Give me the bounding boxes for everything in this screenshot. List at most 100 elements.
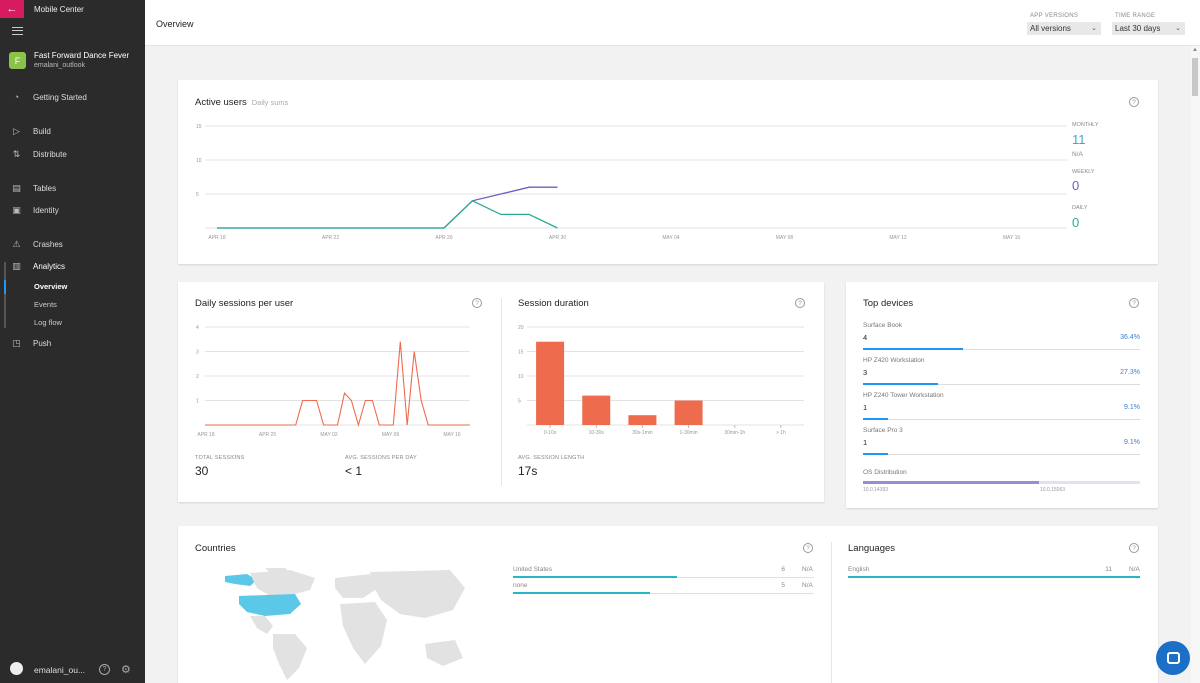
y-tick-label: 5 — [196, 192, 199, 198]
country-count: 6 — [781, 566, 785, 573]
help-icon[interactable]: ? — [803, 543, 813, 553]
help-icon[interactable]: ? — [795, 298, 805, 308]
app-avatar[interactable]: F — [9, 52, 26, 69]
help-icon[interactable]: ? — [1129, 298, 1139, 308]
sidebar-subitem-log-flow[interactable]: Log flow — [34, 318, 62, 327]
x-tick-label: APR 25 — [259, 432, 276, 438]
x-tick-label: 10-30s — [589, 430, 605, 436]
y-tick-label: 5 — [518, 399, 521, 405]
x-tick-label: APR 18 — [197, 432, 214, 438]
card-divider — [831, 542, 832, 683]
table-icon: ▤ — [12, 182, 21, 193]
device-name: Surface Book — [863, 322, 903, 329]
time-range-select[interactable]: Last 30 days ⌄ — [1112, 22, 1185, 35]
y-tick-label: 1 — [196, 399, 199, 405]
sidebar-item-identity[interactable]: ▣ Identity — [0, 202, 145, 218]
page-title: Overview — [156, 19, 194, 29]
active-users-card — [178, 80, 1158, 264]
session-duration-title: Session duration — [518, 298, 589, 309]
bar-1-30min — [674, 400, 703, 425]
y-tick-label: 15 — [518, 350, 524, 356]
sidebar-item-build[interactable]: ▷ Build — [0, 123, 145, 139]
help-icon[interactable]: ? — [1129, 97, 1139, 107]
sidebar-item-label: Distribute — [33, 149, 67, 159]
sidebar-item-tables[interactable]: ▤ Tables — [0, 180, 145, 196]
hamburger-menu-icon[interactable] — [12, 27, 23, 35]
sidebar-item-crashes[interactable]: ⚠ Crashes — [0, 236, 145, 252]
language-count: 11 — [1105, 566, 1112, 573]
sidebar-item-label: Getting Started — [33, 92, 87, 102]
europe-shape — [335, 574, 375, 598]
page-header: Overview APP VERSIONS All versions ⌄ TIM… — [145, 0, 1200, 46]
scroll-up-icon[interactable]: ▲ — [1192, 47, 1198, 53]
play-icon: ▷ — [13, 125, 20, 136]
user-avatar[interactable] — [10, 662, 23, 675]
help-icon[interactable]: ? — [472, 298, 482, 308]
chat-button[interactable] — [1156, 641, 1190, 675]
asia-shape — [370, 570, 465, 618]
app-versions-value: All versions — [1030, 24, 1071, 33]
country-bar-track — [513, 593, 814, 594]
country-na: N/A — [802, 582, 813, 589]
push-icon: ◳ — [12, 337, 21, 348]
daily-sessions-title: Daily sessions per user — [195, 298, 294, 309]
sidebar-item-label: Crashes — [33, 239, 63, 249]
scrollbar-thumb[interactable] — [1192, 58, 1198, 96]
help-icon[interactable]: ? — [1129, 543, 1139, 553]
language-bar — [848, 576, 1140, 578]
time-range-label: TIME RANGE — [1115, 13, 1156, 19]
sidebar-subitem-overview[interactable]: Overview — [34, 282, 68, 291]
app-title[interactable]: Fast Forward Dance Fever — [34, 51, 130, 60]
device-count: 1 — [863, 438, 868, 447]
os-distribution-label: OS Distribution — [863, 469, 907, 476]
x-tick-label: APR 26 — [435, 235, 452, 241]
countries-title: Countries — [195, 543, 236, 554]
time-range-value: Last 30 days — [1115, 24, 1161, 33]
sidebar-subitem-events[interactable]: Events — [34, 300, 57, 309]
australia-shape — [425, 640, 463, 666]
x-tick-label: MAY 09 — [382, 432, 400, 438]
united-states-shape[interactable] — [239, 594, 301, 616]
os-version-left: 10.0.14393 — [863, 487, 889, 493]
weekly-value: 0 — [1072, 178, 1080, 193]
gear-icon[interactable]: ⚙ — [121, 664, 131, 676]
bar-10-30s — [582, 395, 611, 425]
x-tick-label: APR 30 — [549, 235, 566, 241]
device-count: 1 — [863, 403, 868, 412]
os-distribution-bar[interactable] — [863, 481, 1039, 484]
total-sessions-label: TOTAL SESSIONS — [195, 455, 245, 461]
scrollbar-track[interactable] — [1191, 46, 1200, 683]
sidebar-item-analytics[interactable]: ▥ Analytics — [0, 258, 145, 274]
series-line-daily — [217, 200, 558, 229]
device-name: Surface Pro 3 — [863, 427, 903, 434]
y-tick-label: 2 — [196, 374, 199, 380]
language-name: English — [848, 566, 870, 573]
device-percent: 9.1% — [1124, 404, 1140, 411]
x-tick-label: MAY 16 — [443, 432, 461, 438]
avg-session-length-value: 17s — [518, 464, 538, 478]
alaska-shape[interactable] — [225, 574, 257, 586]
monthly-value: 11 — [1072, 132, 1086, 147]
chat-icon — [1166, 652, 1180, 664]
user-name[interactable]: emalani_ou... — [34, 665, 86, 675]
help-icon[interactable]: ? — [99, 664, 110, 675]
app-versions-select[interactable]: All versions ⌄ — [1027, 22, 1101, 35]
country-na: N/A — [802, 566, 813, 573]
sidebar-item-label: Analytics — [33, 261, 66, 271]
country-bar — [513, 592, 650, 594]
daily-label: DAILY — [1072, 205, 1088, 211]
world-map[interactable] — [195, 568, 470, 683]
sidebar-item-distribute[interactable]: ⇅ Distribute — [0, 146, 145, 162]
sidebar-item-label: Tables — [33, 183, 57, 193]
app-versions-label: APP VERSIONS — [1030, 13, 1079, 19]
distribute-icon: ⇅ — [12, 148, 21, 159]
sidebar-item-getting-started[interactable]: ◔ Getting Started — [0, 89, 145, 105]
monthly-sub: N/A — [1072, 151, 1083, 158]
back-arrow-icon[interactable]: ← — [0, 0, 24, 18]
sidebar-item-push[interactable]: ◳ Push — [0, 335, 145, 351]
x-tick-label: MAY 08 — [776, 235, 794, 241]
greenland-shape — [265, 568, 290, 576]
os-version-right: 10.0.15063 — [1040, 487, 1066, 493]
device-name: HP Z240 Tower Workstation — [863, 392, 944, 399]
south-america-shape — [273, 634, 307, 680]
